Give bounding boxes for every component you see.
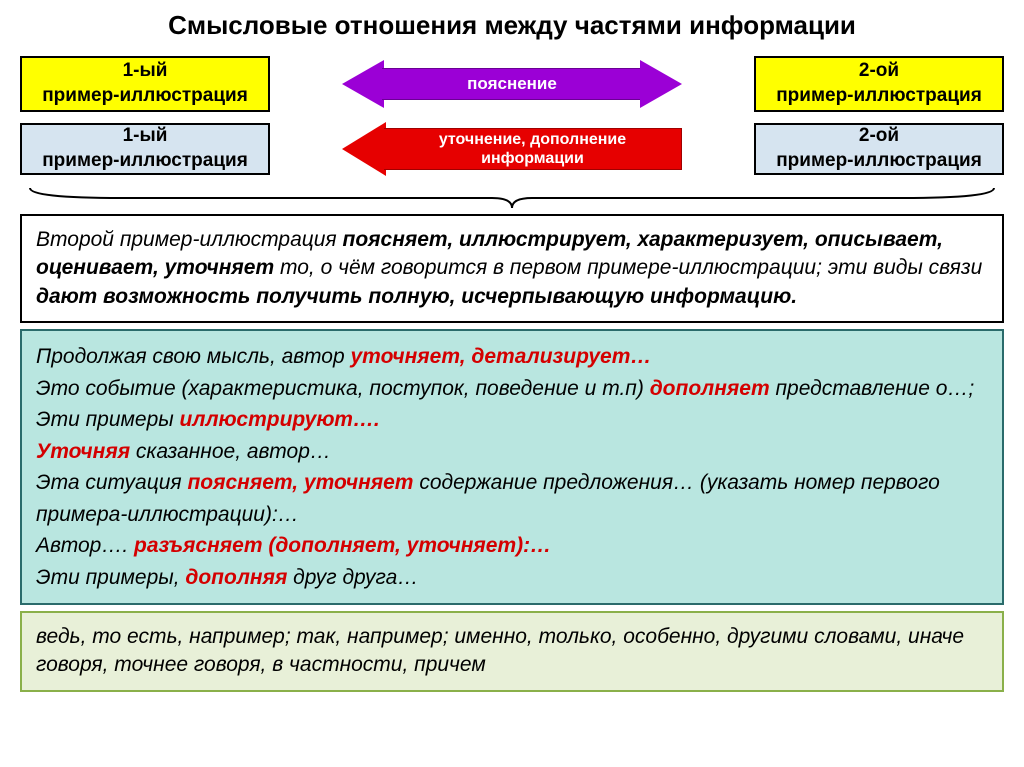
connectors-box: ведь, то есть, например; так, например; … [20,611,1004,692]
box-line: пример-иллюстрация [32,149,258,174]
text: Продолжая свою мысль, автор [36,345,351,368]
phrases-box: Продолжая свою мысль, автор уточняет, де… [20,329,1004,605]
brace-icon [22,186,1002,208]
phrase-line: Эти примеры иллюстрируют…. [36,404,988,436]
phrase-line: Это событие (характеристика, поступок, п… [36,373,988,405]
highlight-text: иллюстрируют…. [180,408,380,431]
phrase-line: Эта ситуация поясняет, уточняет содержан… [36,467,988,530]
box-line: 1-ый [32,124,258,149]
phrase-line: Автор…. разъясняет (дополняет, уточняет)… [36,530,988,562]
box-line: 1-ый [32,59,258,84]
row-1: 1-ый пример-иллюстрация пояснение 2-ой п… [20,56,1004,112]
highlight-text: поясняет, уточняет [187,471,413,494]
box-example-1-blue: 1-ый пример-иллюстрация [20,123,270,175]
phrase-line: Эти примеры, дополняя друг друга… [36,562,988,594]
text: Второй пример-иллюстрация [36,228,343,251]
arrow-explanation-wrapper: пояснение [278,60,746,108]
arrow-clarify-wrapper: уточнение, дополнение информации [278,122,746,176]
text: Эти примеры, [36,566,185,589]
box-line: 2-ой [766,59,992,84]
box-line: 2-ой [766,124,992,149]
box-example-1-yellow: 1-ый пример-иллюстрация [20,56,270,112]
arrow-head-left-icon [342,60,384,108]
box-example-2-blue: 2-ой пример-иллюстрация [754,123,1004,175]
explanation-box: Второй пример-иллюстрация поясняет, иллю… [20,214,1004,323]
arrow-label-line: уточнение, дополнение [439,130,626,149]
box-example-2-yellow: 2-ой пример-иллюстрация [754,56,1004,112]
highlight-text: дополняя [185,566,287,589]
highlight-text: дополняет [650,377,770,400]
arrow-head-right-icon [640,60,682,108]
row-2: 1-ый пример-иллюстрация уточнение, допол… [20,122,1004,176]
highlight-text: Уточняя [36,440,130,463]
text: представление о…; [770,377,975,400]
text: Это событие (характеристика, поступок, п… [36,377,650,400]
double-arrow-explanation: пояснение [342,60,682,108]
arrow-head-left-icon [342,122,386,176]
text: Эти примеры [36,408,180,431]
text: то, о чём говорится в первом примере-илл… [274,256,982,279]
highlight-text: уточняет, детализирует… [351,345,652,368]
phrase-line: Уточняя сказанное, автор… [36,436,988,468]
text: сказанное, автор… [130,440,331,463]
box-line: пример-иллюстрация [766,84,992,109]
arrow-body: уточнение, дополнение информации [384,128,682,170]
highlight-text: разъясняет (дополняет, уточняет):… [134,534,551,557]
left-arrow-clarify: уточнение, дополнение информации [342,122,682,176]
arrow-label-line: информации [481,149,584,168]
text: друг друга… [287,566,418,589]
text: Автор…. [36,534,134,557]
box-line: пример-иллюстрация [32,84,258,109]
bold-text: дают возможность получить полную, исчерп… [36,285,797,308]
page-title: Смысловые отношения между частями информ… [20,10,1004,41]
box-line: пример-иллюстрация [766,149,992,174]
phrase-line: Продолжая свою мысль, автор уточняет, де… [36,341,988,373]
arrow-label: пояснение [467,74,557,94]
arrow-body: пояснение [382,68,642,100]
text: Эта ситуация [36,471,187,494]
